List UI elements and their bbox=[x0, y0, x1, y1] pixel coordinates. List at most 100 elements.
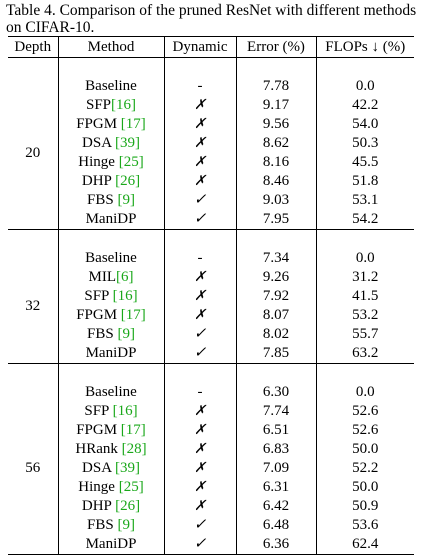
table-row: FBS [9] ✓ 8.02 55.7 bbox=[8, 325, 414, 344]
method-cell: SFP [16] bbox=[58, 402, 165, 421]
citation-link[interactable]: [9] bbox=[117, 517, 135, 533]
table-row: HRank [28] ✗ 6.83 50.0 bbox=[8, 440, 414, 459]
method-name: FBS bbox=[87, 192, 118, 208]
cross-icon: ✗ bbox=[194, 480, 206, 495]
cross-icon: ✗ bbox=[194, 155, 206, 170]
depth-cell: 56 bbox=[8, 383, 59, 555]
table-row: DSA [39] ✗ 7.09 52.2 bbox=[8, 459, 414, 478]
dynamic-cell: ✗ bbox=[164, 268, 237, 287]
method-name: FPGM bbox=[76, 116, 121, 132]
table-row: SFP[16] ✗ 9.17 42.2 bbox=[8, 96, 414, 115]
dynamic-cell: ✗ bbox=[164, 306, 237, 325]
method-cell: DHP [26] bbox=[58, 497, 165, 516]
citation-link[interactable]: [9] bbox=[117, 192, 135, 208]
citation-link[interactable]: [25] bbox=[118, 154, 144, 170]
table-row: SFP [16] ✗ 7.92 41.5 bbox=[8, 287, 414, 306]
citation-link[interactable]: [17] bbox=[120, 116, 146, 132]
separator-cell bbox=[58, 363, 165, 383]
method-cell: Baseline bbox=[58, 77, 165, 96]
cross-icon: ✗ bbox=[194, 423, 206, 438]
cross-icon: ✗ bbox=[194, 404, 206, 419]
header-row: Depth Method Dynamic Error (%) FLOPs ↓ (… bbox=[8, 36, 414, 58]
dynamic-cell: ✗ bbox=[164, 402, 237, 421]
dynamic-cell: ✗ bbox=[164, 115, 237, 134]
results-table: Depth Method Dynamic Error (%) FLOPs ↓ (… bbox=[8, 36, 414, 555]
method-name: DHP bbox=[81, 498, 116, 514]
cross-icon: ✗ bbox=[194, 499, 206, 514]
dynamic-cell: ✗ bbox=[164, 153, 237, 172]
method-name: ManiDP bbox=[85, 211, 137, 227]
separator-cell bbox=[316, 363, 414, 383]
cross-icon: ✗ bbox=[194, 308, 206, 323]
method-cell: FBS [9] bbox=[58, 325, 165, 344]
dynamic-cell: ✓ bbox=[164, 210, 237, 230]
table-row: 20 Baseline - 7.78 0.0 bbox=[8, 77, 414, 230]
method-name: Hinge bbox=[78, 154, 119, 170]
flops-cell: 0.0 bbox=[355, 384, 375, 400]
citation-link[interactable]: [16] bbox=[112, 288, 138, 304]
flops-cell: 54.0 bbox=[352, 116, 379, 132]
header-method: Method bbox=[58, 36, 165, 58]
dynamic-cell: - bbox=[164, 249, 237, 268]
check-icon: ✓ bbox=[193, 536, 207, 552]
table-row: FBS [9] ✓ 9.03 53.1 bbox=[8, 191, 414, 210]
method-name: FBS bbox=[87, 326, 118, 342]
method-name: FPGM bbox=[76, 422, 121, 438]
citation-link[interactable]: [16] bbox=[112, 403, 138, 419]
method-name: SFP bbox=[84, 403, 113, 419]
table-row: DSA [39] ✗ 8.62 50.3 bbox=[8, 134, 414, 153]
citation-link[interactable]: [25] bbox=[118, 479, 144, 495]
dash-mark: - bbox=[197, 384, 203, 400]
table-row: ManiDP ✓ 6.36 62.4 bbox=[8, 535, 414, 555]
table-row: ManiDP ✓ 7.95 54.2 bbox=[8, 210, 414, 230]
separator-cell bbox=[236, 363, 317, 383]
table-row: FPGM [17] ✗ 9.56 54.0 bbox=[8, 115, 414, 134]
flops-cell: 41.5 bbox=[352, 288, 379, 304]
separator-cell bbox=[58, 57, 165, 77]
citation-link[interactable]: [6] bbox=[116, 269, 134, 285]
check-icon: ✓ bbox=[193, 517, 207, 533]
section-separator bbox=[8, 229, 414, 249]
citation-link[interactable]: [26] bbox=[115, 498, 141, 514]
method-name: SFP bbox=[85, 97, 112, 113]
error-cell: 6.51 bbox=[236, 421, 317, 440]
flops-cell: 51.8 bbox=[352, 173, 379, 189]
error-cell: 7.95 bbox=[236, 210, 317, 230]
dash-mark: - bbox=[197, 250, 203, 266]
header-depth: Depth bbox=[8, 36, 59, 58]
cross-icon: ✗ bbox=[194, 289, 206, 304]
error-cell: 7.74 bbox=[236, 402, 317, 421]
method-name: Baseline bbox=[85, 250, 137, 266]
error-cell: 7.92 bbox=[236, 287, 317, 306]
error-cell: 6.42 bbox=[236, 497, 317, 516]
dynamic-cell: - bbox=[164, 77, 237, 96]
citation-link[interactable]: [17] bbox=[120, 422, 146, 438]
method-name: MIL bbox=[88, 269, 117, 285]
error-cell: 7.09 bbox=[236, 459, 317, 478]
separator-cell bbox=[164, 57, 237, 77]
method-name: FPGM bbox=[76, 307, 121, 323]
flops-cell: 63.2 bbox=[316, 344, 414, 364]
dynamic-cell: ✗ bbox=[164, 172, 237, 191]
cross-icon: ✗ bbox=[194, 174, 206, 189]
method-cell: HRank [28] bbox=[58, 440, 165, 459]
table-row: FPGM [17] ✗ 8.07 53.2 bbox=[8, 306, 414, 325]
table-row: 56 Baseline - 6.30 0.0 bbox=[8, 383, 414, 555]
flops-cell: 0.0 bbox=[355, 250, 375, 266]
separator-cell bbox=[164, 229, 237, 249]
citation-link[interactable]: [9] bbox=[117, 326, 135, 342]
citation-link[interactable]: [26] bbox=[115, 173, 141, 189]
separator-cell bbox=[8, 363, 59, 383]
citation-link[interactable]: [39] bbox=[114, 460, 140, 476]
citation-link[interactable]: [17] bbox=[120, 307, 146, 323]
depth-cell: 20 bbox=[8, 77, 59, 230]
error-cell: 6.31 bbox=[236, 478, 317, 497]
method-cell: FPGM [17] bbox=[58, 421, 165, 440]
dynamic-cell: ✗ bbox=[164, 497, 237, 516]
dynamic-cell: ✗ bbox=[164, 440, 237, 459]
separator-cell bbox=[8, 229, 59, 249]
citation-link[interactable]: [16] bbox=[111, 97, 137, 113]
citation-link[interactable]: [28] bbox=[121, 441, 147, 457]
citation-link[interactable]: [39] bbox=[114, 135, 140, 151]
flops-cell: 42.2 bbox=[352, 97, 379, 113]
